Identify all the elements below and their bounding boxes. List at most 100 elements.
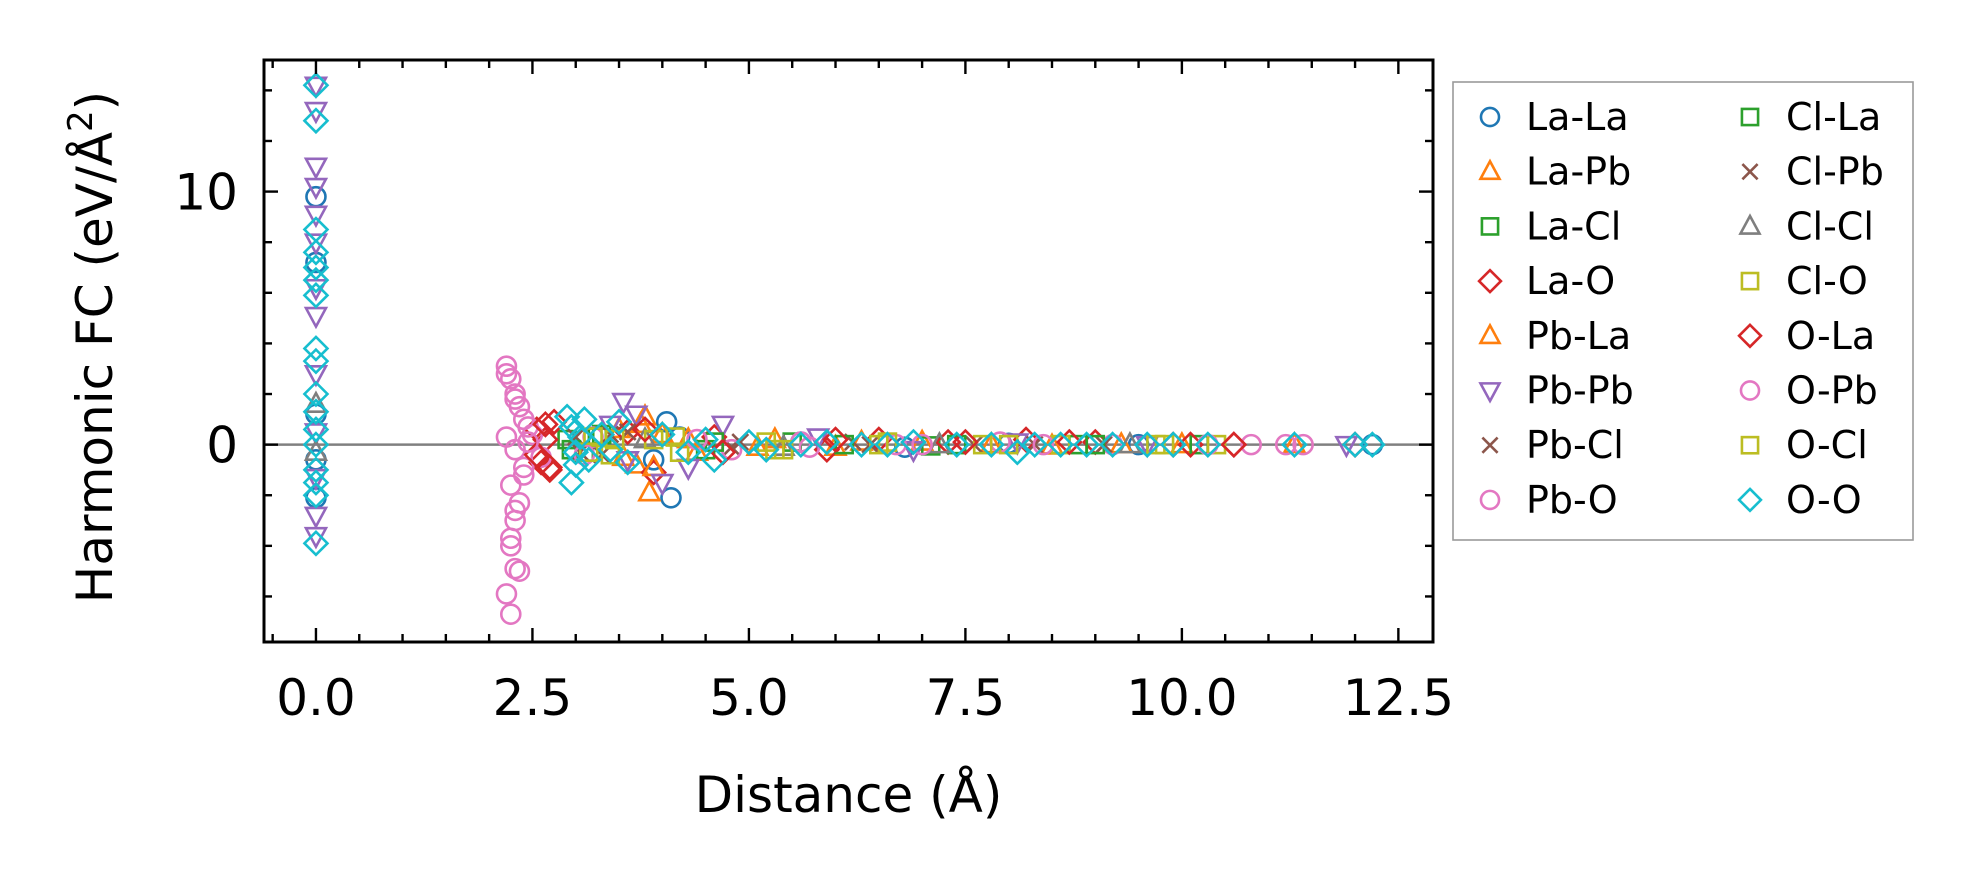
legend-item-la-cl: La-Cl <box>1480 204 1621 248</box>
data-point <box>303 177 329 201</box>
data-point <box>1292 433 1314 456</box>
data-point <box>504 557 526 580</box>
x-axis-label: Distance (Å) <box>695 766 1003 824</box>
data-point <box>495 583 518 605</box>
legend-label: Cl-Pb <box>1786 150 1884 194</box>
data-point <box>978 431 1005 458</box>
data-point <box>499 603 522 625</box>
data-point <box>302 266 330 294</box>
data-point <box>512 464 535 486</box>
data-point <box>927 430 952 454</box>
data-point <box>302 335 330 362</box>
legend-item-o-cl: O-Cl <box>1740 423 1868 467</box>
data-point <box>952 428 979 456</box>
data-point <box>1055 428 1083 456</box>
legend-marker <box>1741 163 1759 181</box>
data-point <box>1281 431 1308 458</box>
data-point <box>1021 431 1049 458</box>
data-point <box>512 456 535 479</box>
legend-label: La-La <box>1526 95 1629 139</box>
data-point <box>302 398 330 426</box>
y-axis-label-close: ) <box>66 91 124 111</box>
data-point <box>302 107 330 135</box>
legend-item-la-o: La-O <box>1477 259 1615 303</box>
legend-item-o-o: O-O <box>1737 478 1862 522</box>
legend-label: Pb-Cl <box>1526 423 1624 467</box>
data-point <box>710 415 736 439</box>
legend-label: O-La <box>1786 314 1875 358</box>
data-point <box>1220 431 1248 458</box>
data-point <box>578 442 599 463</box>
data-point <box>504 388 526 410</box>
legend-label: La-Pb <box>1526 150 1631 194</box>
data-point <box>1341 431 1369 458</box>
data-point <box>869 434 889 455</box>
legend-item-cl-o: Cl-O <box>1740 259 1868 303</box>
legend-label: La-Cl <box>1526 204 1621 248</box>
data-point <box>302 238 330 266</box>
data-point <box>735 428 763 456</box>
data-point <box>605 408 633 436</box>
data-point <box>813 428 841 456</box>
data-point <box>303 157 329 181</box>
data-point <box>614 449 642 476</box>
data-point <box>540 408 568 436</box>
data-point <box>1073 431 1100 458</box>
legend-marker <box>1479 489 1501 511</box>
data-point <box>611 392 636 416</box>
data-point <box>1004 438 1031 466</box>
data-point <box>575 446 603 474</box>
x-tick-label: 0.0 <box>276 669 356 727</box>
data-point <box>499 535 522 557</box>
data-point <box>946 434 967 455</box>
legend-marker <box>1478 158 1502 181</box>
legend-marker <box>1737 487 1763 513</box>
axes-frame <box>262 58 1435 644</box>
data-point <box>499 368 522 390</box>
legend-item-pb-la: Pb-La <box>1478 314 1631 358</box>
data-point <box>562 438 590 466</box>
data-point <box>571 405 598 433</box>
x-tick-label: 12.5 <box>1343 669 1454 727</box>
data-point <box>302 481 330 509</box>
data-point <box>674 438 702 466</box>
data-point <box>1334 435 1359 459</box>
data-point <box>583 427 603 447</box>
data-point <box>669 442 690 463</box>
data-point <box>624 405 649 428</box>
data-point <box>943 431 971 458</box>
data-point <box>1085 434 1106 455</box>
y-axis-label-main: Harmonic FC (eV/Å <box>66 132 124 603</box>
legend-marker <box>1479 106 1501 128</box>
data-point <box>848 431 875 458</box>
data-point <box>900 428 927 456</box>
legend-box <box>1452 81 1914 541</box>
legend-label: Pb-O <box>1526 478 1618 522</box>
legend-marker <box>1737 323 1763 349</box>
data-point <box>302 71 330 99</box>
data-point <box>660 486 682 509</box>
data-point <box>1274 433 1297 456</box>
data-point <box>1159 431 1187 458</box>
data-point <box>566 423 594 451</box>
x-tick-label: 10.0 <box>1126 669 1237 727</box>
data-point <box>558 469 585 496</box>
data-point <box>1359 431 1386 458</box>
data-point <box>745 433 770 456</box>
legend-label: Pb-La <box>1526 314 1631 358</box>
data-point <box>302 380 330 408</box>
legend-marker <box>1477 268 1503 294</box>
legend-item-la-pb: La-Pb <box>1478 150 1631 194</box>
data-point <box>752 436 780 464</box>
data-point <box>302 254 330 281</box>
data-point <box>642 449 665 471</box>
data-point <box>1206 434 1227 455</box>
legend-item-la-la: La-La <box>1479 95 1629 139</box>
data-point <box>911 433 933 456</box>
legend-item-pb-o: Pb-O <box>1479 478 1618 522</box>
legend-label: Cl-O <box>1786 259 1868 303</box>
data-point <box>1099 431 1126 458</box>
data-point <box>787 431 815 458</box>
data-point <box>1032 433 1055 456</box>
